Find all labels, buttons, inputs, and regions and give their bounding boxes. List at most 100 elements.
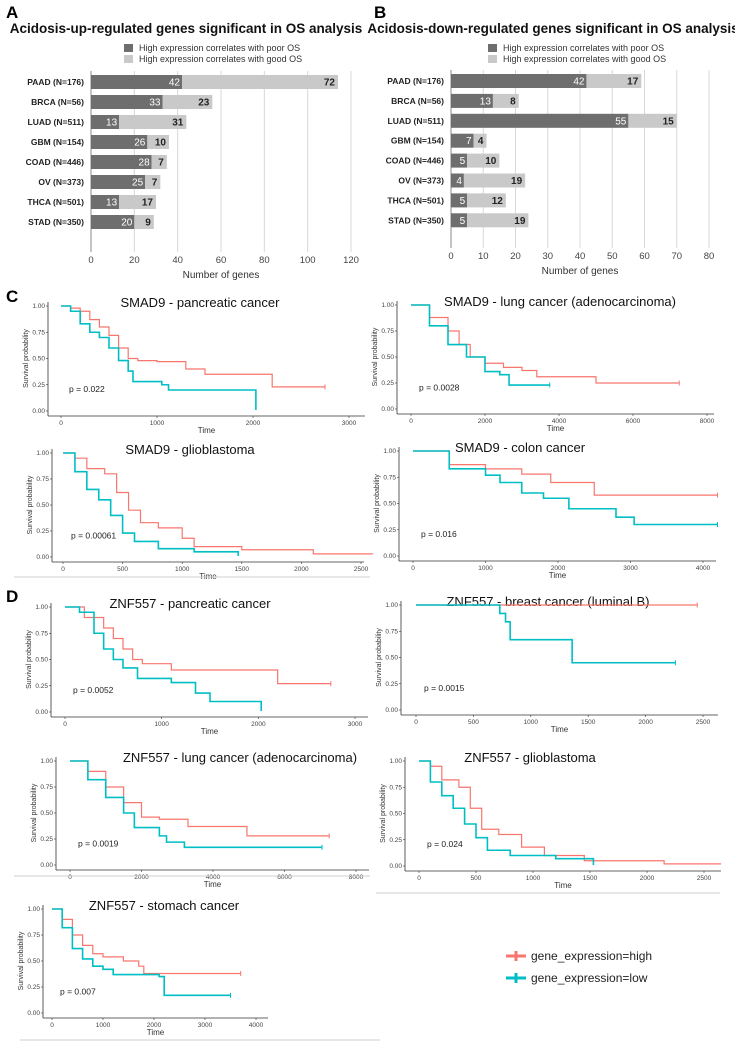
x-axis-title: Time (204, 880, 222, 889)
y-axis-title: Survival probability (26, 630, 33, 689)
x-axis-title: Time (549, 571, 567, 580)
x-tick-label: 2000 (147, 1022, 162, 1029)
y-axis-title: Survival probability (31, 783, 38, 842)
p-value: p = 0.0052 (73, 685, 114, 695)
x-tick-label: 2500 (696, 719, 711, 726)
data-label-poor: 25 (132, 178, 144, 189)
y-tick-label: 0.75 (385, 628, 398, 635)
x-axis-title: Time (554, 881, 572, 890)
y-axis-title: Survival probability (376, 628, 383, 687)
data-label-good: 23 (198, 98, 210, 109)
x-tick-label: 0 (61, 566, 65, 573)
x-tick-label: 3000 (198, 1022, 213, 1029)
legend-label: High expression correlates with poor OS (503, 43, 664, 53)
x-tick-label: 4000 (696, 565, 711, 572)
survival-curve-low (413, 450, 718, 526)
bar-good-os (182, 75, 338, 89)
x-tick-label: 8000 (349, 874, 364, 881)
y-tick-label: 0.25 (27, 984, 40, 991)
legend-label: High expression correlates with poor OS (139, 43, 300, 53)
survival-chart: 0.00 0.25 0.50 0.75 1.00 0 2000 4000 6000 8000 Tim… (31, 750, 369, 889)
bar-chart-up: Acidosis-up-regulated genes significant … (10, 21, 363, 281)
data-label-poor: 20 (121, 218, 133, 229)
p-value: p = 0.024 (427, 839, 463, 849)
x-axis-title: Time (198, 426, 216, 435)
survival-chart: 0.00 0.25 0.50 0.75 1.00 0 1000 2000 3000 Time Sur… (23, 295, 365, 435)
x-tick-label: 20 (129, 255, 140, 266)
survival-curve-low (416, 604, 676, 664)
x-tick-label: 6000 (277, 874, 292, 881)
x-tick-label: 1000 (96, 1022, 111, 1029)
x-tick-label: 1000 (154, 721, 169, 728)
y-tick-label: 1.00 (35, 604, 48, 611)
y-axis-title: Survival probability (27, 475, 34, 534)
category-label: STAD (N=350) (28, 217, 84, 227)
x-tick-label: 0 (414, 719, 418, 726)
x-tick-label: 500 (471, 875, 482, 882)
bar-poor-os (451, 93, 493, 108)
bar-poor-os (451, 213, 468, 228)
data-label-poor: 55 (615, 116, 627, 127)
data-label-poor: 42 (169, 78, 181, 89)
data-label-poor: 13 (480, 96, 492, 107)
p-value: p = 0.0019 (78, 838, 119, 848)
y-tick-label: 0.25 (36, 528, 49, 535)
data-label-good: 7 (158, 158, 164, 169)
x-tick-label: 4000 (206, 874, 221, 881)
bar-poor-os (91, 215, 135, 229)
category-label: COAD (N=446) (26, 157, 85, 167)
x-tick-label: 60 (639, 251, 650, 262)
survival-curve-high (61, 305, 325, 388)
x-tick-label: 0 (417, 875, 421, 882)
x-tick-label: 2000 (640, 875, 655, 882)
bar-poor-os (451, 133, 474, 148)
bar-good-os (467, 153, 500, 168)
bar-good-os (119, 115, 187, 129)
x-tick-label: 500 (468, 719, 479, 726)
data-label-good: 17 (627, 77, 639, 88)
x-tick-label: 1500 (583, 875, 598, 882)
y-tick-label: 0.75 (35, 630, 48, 637)
bar-poor-os (91, 175, 146, 189)
y-tick-label: 0.25 (32, 382, 45, 389)
legend-item-low: gene_expression=low (506, 971, 648, 985)
category-label: LUAD (N=511) (388, 116, 445, 126)
survival-chart: 0.00 0.25 0.50 0.75 1.00 0 1000 2000 3000 Time Sur… (26, 596, 368, 736)
y-tick-label: 1.00 (27, 906, 40, 913)
x-tick-label: 1500 (581, 719, 596, 726)
x-tick-label: 120 (343, 255, 359, 266)
y-tick-label: 0.50 (385, 655, 398, 662)
bar-chart-down: Acidosis-down-regulated genes significan… (367, 21, 735, 277)
survival-curve-low (65, 606, 263, 711)
x-tick-label: 50 (607, 251, 618, 262)
x-tick-label: 8000 (700, 418, 715, 425)
y-tick-label: 0.75 (389, 784, 402, 791)
y-tick-label: 0.50 (35, 657, 48, 664)
survival-charts: 0.00 0.25 0.50 0.75 1.00 0 1000 2000 3000 Time Sur… (18, 294, 722, 1037)
data-label-poor: 28 (139, 158, 151, 169)
category-label: BRCA (N=56) (31, 97, 84, 107)
bar-good-os (145, 175, 161, 189)
x-tick-label: 3000 (623, 565, 638, 572)
y-tick-label: 1.00 (40, 758, 53, 765)
y-tick-label: 0.25 (385, 681, 398, 688)
data-label-poor: 42 (573, 77, 585, 88)
category-label: THCA (N=501) (27, 197, 84, 207)
bar-good-os (473, 133, 487, 148)
data-label-good: 19 (511, 176, 523, 187)
bar-good-os (463, 173, 526, 188)
data-label-poor: 4 (456, 176, 462, 187)
x-axis-title: Time (147, 1028, 165, 1037)
data-label-good: 12 (492, 196, 504, 207)
category-label: OV (N=373) (38, 177, 84, 187)
chart-title: SMAD9 - pancreatic cancer (121, 295, 281, 310)
data-label-good: 15 (663, 116, 675, 127)
p-value: p = 0.0028 (419, 382, 460, 392)
x-tick-label: 1500 (235, 566, 250, 573)
x-tick-label: 100 (300, 255, 316, 266)
x-tick-label: 0 (68, 874, 72, 881)
x-tick-label: 2000 (638, 719, 653, 726)
x-tick-label: 0 (448, 251, 453, 262)
x-tick-label: 1000 (478, 565, 493, 572)
y-axis-title: Survival probability (18, 931, 25, 990)
